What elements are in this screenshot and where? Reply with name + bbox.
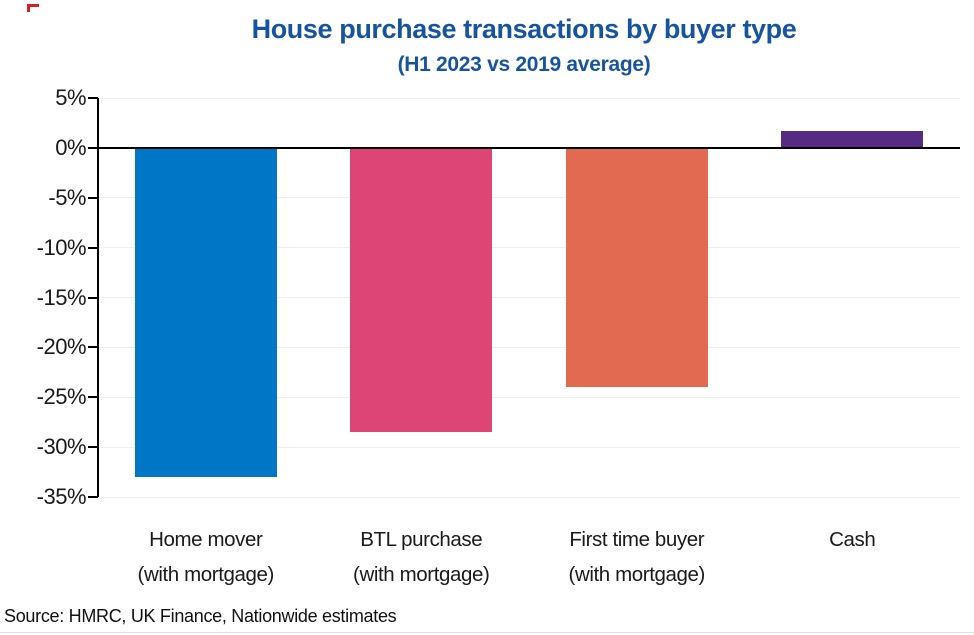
- y-axis-tick: [88, 446, 98, 449]
- chart-title: House purchase transactions by buyer typ…: [251, 14, 797, 44]
- bar-btl-purchase-with-mortgage: [350, 147, 493, 433]
- gridline: [98, 297, 960, 298]
- y-tick-label: -5%: [48, 184, 86, 210]
- gridline: [98, 346, 960, 348]
- gridline: [98, 97, 960, 99]
- y-tick-label: -30%: [36, 434, 87, 460]
- zero-baseline: [98, 146, 960, 149]
- x-label-line: (with mortgage): [568, 563, 706, 586]
- x-label-line: (with mortgage): [137, 563, 275, 586]
- y-tick-label: -15%: [36, 284, 87, 310]
- y-axis-tick: [88, 496, 98, 498]
- bar-cash: [781, 130, 924, 148]
- gridline: [98, 446, 960, 448]
- x-label-first-time-buyer-with-mortgage: First time buyer (with mortgage): [519, 522, 755, 592]
- y-axis-tick: [88, 196, 98, 199]
- y-axis-tick: [88, 146, 98, 149]
- bar-home-mover-with-mortgage: [134, 147, 277, 478]
- x-label-line: Cash: [829, 528, 876, 551]
- y-axis-tick: [88, 296, 98, 299]
- x-label-line: First time buyer: [569, 528, 705, 551]
- y-axis-tick: [88, 396, 98, 399]
- x-label-cash: Cash: [735, 522, 971, 557]
- y-axis-tick: [88, 246, 98, 249]
- y-axis-line: [97, 98, 99, 497]
- y-tick-label: -20%: [36, 334, 87, 360]
- gridline: [98, 197, 960, 199]
- y-axis-tick: [88, 346, 98, 349]
- chart-subtitle: (H1 2023 vs 2019 average): [397, 53, 651, 76]
- x-label-line: Home mover: [149, 528, 263, 551]
- y-axis-tick: [88, 97, 98, 99]
- gridline: [98, 496, 960, 498]
- y-tick-label: 0%: [55, 134, 86, 160]
- x-label-btl-purchase-with-mortgage: BTL purchase (with mortgage): [304, 522, 540, 592]
- red-corner-mark: [27, 4, 39, 12]
- x-label-home-mover-with-mortgage: Home mover (with mortgage): [88, 522, 324, 592]
- x-label-line: BTL purchase: [360, 528, 483, 551]
- source-text: Source: HMRC, UK Finance, Nationwide est…: [4, 606, 397, 626]
- y-tick-label: -25%: [36, 384, 87, 410]
- y-tick-label: -35%: [36, 484, 87, 509]
- bottom-divider: [0, 632, 974, 633]
- x-label-line: (with mortgage): [353, 563, 490, 586]
- bar-first-time-buyer-with-mortgage: [565, 147, 708, 388]
- gridline: [98, 396, 960, 398]
- gridline: [98, 247, 960, 249]
- y-tick-label: 5%: [55, 85, 86, 110]
- y-tick-label: -10%: [36, 234, 87, 260]
